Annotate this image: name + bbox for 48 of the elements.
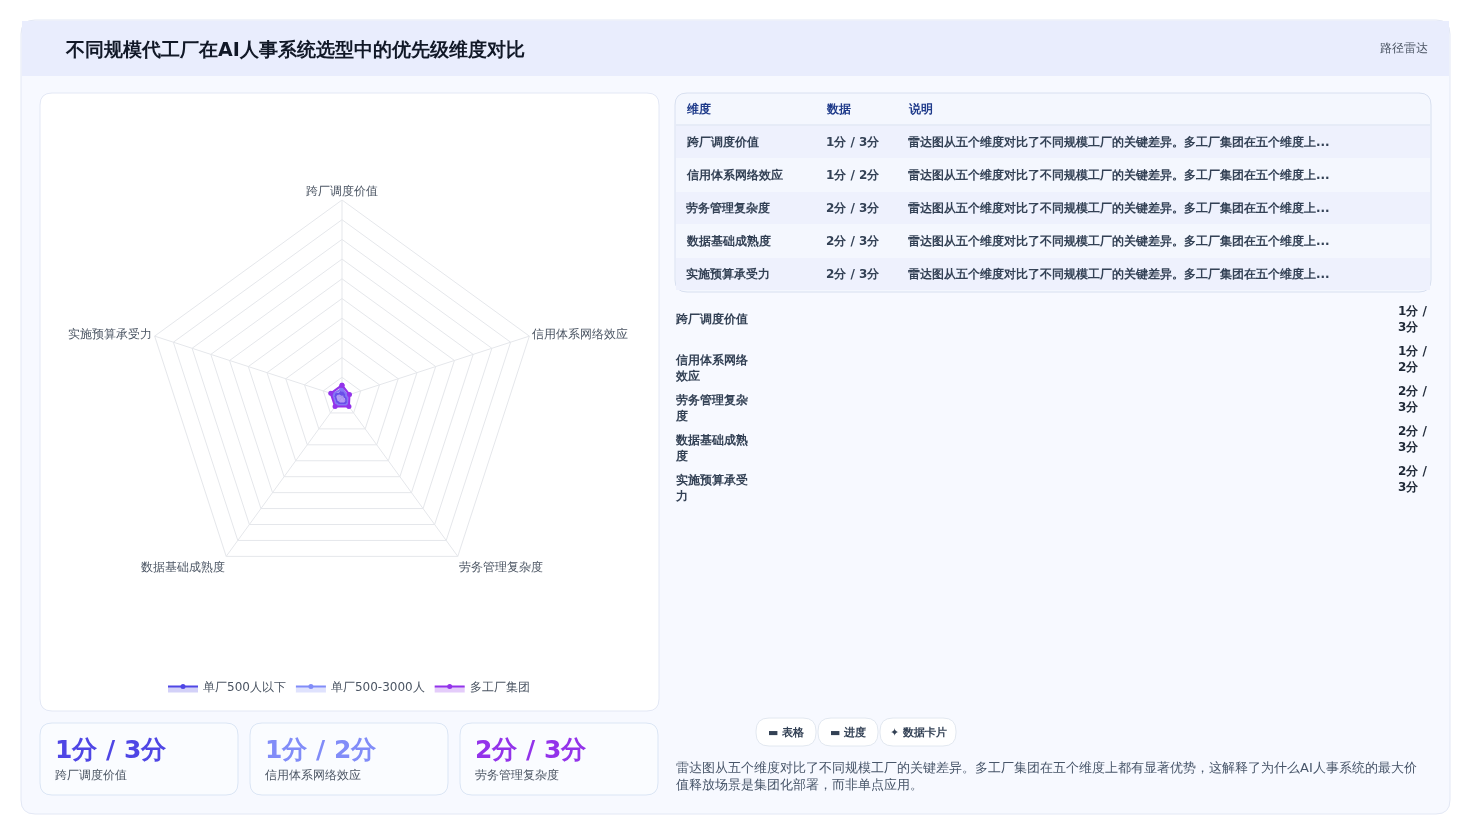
text: 雷达图从五个维度对比了不同规模工厂的关键差异。多工厂集团在五个维度上... — [908, 201, 1330, 215]
spoke-label: 跨厂调度价值 — [306, 183, 378, 198]
text: 信用体系网络效应 — [686, 168, 783, 182]
text: ▬ 表格 — [768, 726, 806, 739]
text: ▬ 进度 — [830, 726, 867, 739]
legend-label: 单厂500人以下 — [203, 680, 286, 695]
text: 跨厂调度价值 — [675, 312, 748, 326]
spoke-label: 劳务管理复杂度 — [459, 559, 544, 574]
text: 跨厂调度价值 — [55, 768, 127, 782]
text: 2分 / 3分 — [475, 735, 588, 764]
text: 雷达图从五个维度对比了不同规模工厂的关键差异。多工厂集团在五个维度上都有显著优势，这解释了为什么AI人事系统的最大价值释放场景是集团化部署，而非单点应用。 — [676, 760, 1417, 792]
text: 数据 — [826, 102, 851, 116]
text: 1分 / 3分 — [55, 735, 168, 764]
text: 说明 — [908, 102, 933, 116]
text: 跨厂调度价值 — [686, 135, 759, 149]
text: 1分 / 2分 — [265, 735, 378, 764]
text: 雷达图从五个维度对比了不同规模工厂的关键差异。多工厂集团在五个维度上... — [908, 234, 1330, 248]
text: 实施预算承受力 — [675, 473, 748, 503]
text: 雷达图从五个维度对比了不同规模工厂的关键差异。多工厂集团在五个维度上... — [908, 267, 1330, 281]
text: 劳务管理复杂度 — [686, 201, 770, 215]
text: 2分 / 3分 — [826, 234, 881, 248]
text: 2分 / 3分 — [1398, 464, 1428, 494]
text: ✦ 数据卡片 — [890, 726, 948, 739]
spoke-label: 实施预算承受力 — [67, 327, 152, 342]
text: 实施预算承受力 — [686, 267, 770, 281]
text: 1分 / 2分 — [1398, 344, 1428, 374]
text: 维度 — [686, 102, 711, 116]
spoke-label: 数据基础成熟度 — [140, 559, 225, 574]
text: 劳务管理复杂度 — [475, 768, 559, 782]
spoke-label: 信用体系网络效应 — [532, 327, 629, 342]
text: 2分 / 3分 — [1398, 384, 1428, 414]
text: 路径雷达 — [1380, 41, 1428, 55]
text: 数据基础成熟度 — [675, 433, 748, 463]
text: 2分 / 3分 — [826, 201, 881, 215]
legend-label: 多工厂集团 — [469, 680, 530, 695]
text: 信用体系网络效应 — [675, 353, 749, 383]
text: 数据基础成熟度 — [686, 234, 771, 248]
text: 信用体系网络效应 — [265, 768, 361, 782]
text: 劳务管理复杂度 — [675, 393, 748, 423]
text: 2分 / 3分 — [1398, 424, 1428, 454]
text: 雷达图从五个维度对比了不同规模工厂的关键差异。多工厂集团在五个维度上... — [908, 168, 1330, 182]
legend-label: 单厂500-3000人 — [330, 680, 425, 695]
text: 2分 / 3分 — [826, 267, 881, 281]
chart-title: 不同规模代工厂在AI人事系统选型中的优先级维度对比 — [65, 38, 525, 60]
text: 雷达图从五个维度对比了不同规模工厂的关键差异。多工厂集团在五个维度上... — [908, 135, 1330, 149]
text: 1分 / 3分 — [826, 135, 881, 149]
text: 1分 / 2分 — [826, 168, 881, 182]
text: 1分 / 3分 — [1398, 304, 1428, 334]
